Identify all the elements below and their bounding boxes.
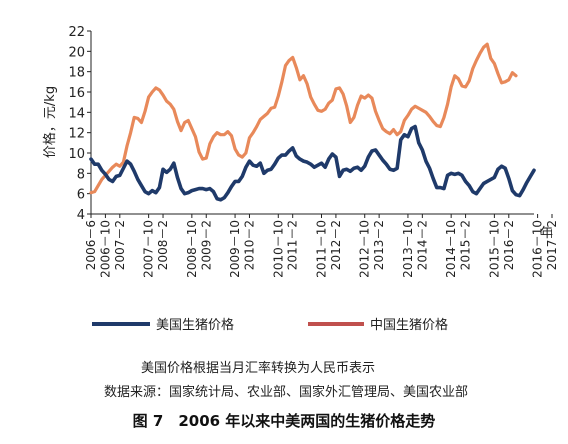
- x-tick-label: 2006－10: [98, 220, 112, 278]
- legend: 美国生猪价格 中国生猪价格: [92, 317, 448, 333]
- x-tick-label: 2011－2: [286, 220, 300, 270]
- x-tick-label: 2014－10: [444, 220, 458, 278]
- y-tick-label: 4: [77, 208, 85, 223]
- x-tick-label: 2017－2: [545, 220, 559, 270]
- x-tick-label: 2009－2: [199, 220, 213, 270]
- x-tick-label: 2013－2: [372, 220, 386, 270]
- y-tick-label: 10: [68, 147, 85, 162]
- y-tick-label: 12: [68, 127, 85, 142]
- x-tick-label: 2010－2: [242, 220, 256, 270]
- x-tick-label: 2016－10: [531, 220, 545, 278]
- y-tick-label: 20: [68, 45, 85, 60]
- x-tick-label: 2007－10: [142, 220, 156, 278]
- x-tick-label: 2014－2: [415, 220, 429, 270]
- y-tick-label: 22: [68, 25, 85, 40]
- x-tick-label: 2009－10: [228, 220, 242, 278]
- y-tick-label: 14: [68, 106, 85, 121]
- x-tick-label: 2012－2: [329, 220, 343, 270]
- x-tick-label: 2013－10: [401, 220, 415, 278]
- x-tick-label: 2015－10: [487, 220, 501, 278]
- figure-caption: 图 7 2006 年以来中美两国的生猪价格走势: [133, 412, 436, 430]
- y-tick-label: 6: [77, 188, 85, 203]
- y-axis-label: 价格，元/kg: [42, 86, 58, 158]
- us-price-line: [89, 124, 536, 202]
- y-tick-label: 16: [68, 86, 85, 101]
- y-axis-ticks: 4 6 8 10 12 14 16 18 20 22: [68, 25, 91, 223]
- x-tick-label: 2012－10: [358, 220, 372, 278]
- x-tick-label: 2007－2: [113, 220, 127, 270]
- legend-label-us: 美国生猪价格: [156, 317, 234, 333]
- x-tick-label: 2011－10: [315, 220, 329, 278]
- x-tick-label: 2015－2: [459, 220, 473, 270]
- chart-axes: [90, 31, 534, 215]
- legend-label-china: 中国生猪价格: [370, 317, 448, 333]
- x-tick-label: 2008－10: [185, 220, 199, 278]
- exchange-rate-note: 美国价格根据当月汇率转换为人民币表示: [141, 360, 375, 376]
- x-tick-label: 2016－2: [502, 220, 516, 270]
- x-axis-ticks: 2006－6 2006－10 2007－2 2007－10 2008－2 2008－10 2…: [84, 214, 559, 278]
- data-source-note: 数据来源：国家统计局、农业部、国家外汇管理局、美国农业部: [104, 384, 468, 400]
- x-tick-label: 2006－6: [84, 220, 98, 270]
- series-lines: [89, 42, 536, 202]
- x-tick-label: 2008－2: [156, 220, 170, 270]
- x-axis-unit-label: 年: [540, 226, 553, 241]
- y-tick-label: 18: [68, 66, 85, 81]
- china-price-line: [89, 42, 518, 195]
- x-tick-label: 2010－10: [271, 220, 285, 278]
- y-tick-label: 8: [77, 167, 85, 182]
